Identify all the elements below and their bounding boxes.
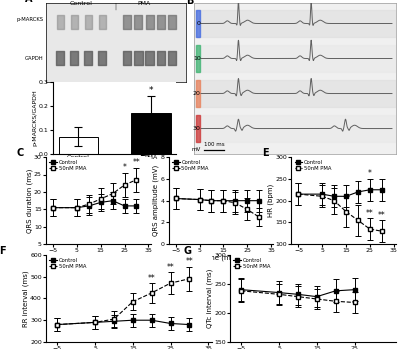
Text: **: ** [132,158,140,167]
Text: 100 ms: 100 ms [204,142,224,147]
Y-axis label: p-MARCKS/GAPDH: p-MARCKS/GAPDH [32,89,38,146]
Text: **: ** [378,211,386,220]
Text: *: * [122,163,126,172]
Text: mV: mV [192,147,201,152]
Text: G: G [184,246,192,256]
X-axis label: Time (min): Time (min) [79,255,117,261]
Text: p-MARCKS: p-MARCKS [16,17,43,22]
Text: E: E [262,148,269,158]
Bar [59,137,98,154]
Text: **: ** [167,262,174,272]
Legend: Control, 50nM PMA: Control, 50nM PMA [233,258,271,269]
Text: C: C [17,148,24,158]
Text: Control: Control [70,1,92,6]
Text: 20: 20 [193,91,201,96]
Text: PMA: PMA [137,1,151,6]
Text: A: A [25,0,32,4]
X-axis label: Time (min): Time (min) [325,255,363,261]
Legend: Control, 50nM PMA: Control, 50nM PMA [171,160,209,172]
Bar [194,45,396,72]
Bar [194,80,396,107]
Legend: Control, 50nM PMA: Control, 50nM PMA [49,160,87,172]
Bar [194,115,396,142]
Bar [196,80,200,107]
Text: **: ** [366,208,374,217]
Legend: Control, 50nM PMA: Control, 50nM PMA [49,258,87,269]
Text: 0: 0 [197,21,201,26]
Bar [196,10,200,37]
Text: **: ** [148,274,156,282]
Text: B: B [186,0,193,6]
Text: 30: 30 [193,126,201,131]
Text: **: ** [186,257,193,266]
Bar [194,10,396,37]
Text: D: D [139,148,147,158]
Y-axis label: QTc interval (ms): QTc interval (ms) [206,269,213,328]
Legend: Control, 50nM PMA: Control, 50nM PMA [294,160,332,172]
X-axis label: Time (min): Time (min) [202,255,240,261]
Bar [196,45,200,72]
Y-axis label: RR interval (ms): RR interval (ms) [22,270,29,327]
Text: *: * [148,86,153,95]
Bar [131,113,171,154]
Y-axis label: QRS amplitude (mV): QRS amplitude (mV) [153,165,159,236]
Text: F: F [0,246,6,256]
Text: 10: 10 [193,56,201,61]
Text: *: * [368,169,372,178]
Y-axis label: HR (bpm): HR (bpm) [268,184,274,217]
Y-axis label: QRS duration (ms): QRS duration (ms) [26,169,32,233]
Text: *: * [257,199,261,208]
Text: GAPDH: GAPDH [24,55,43,61]
Bar [196,115,200,142]
